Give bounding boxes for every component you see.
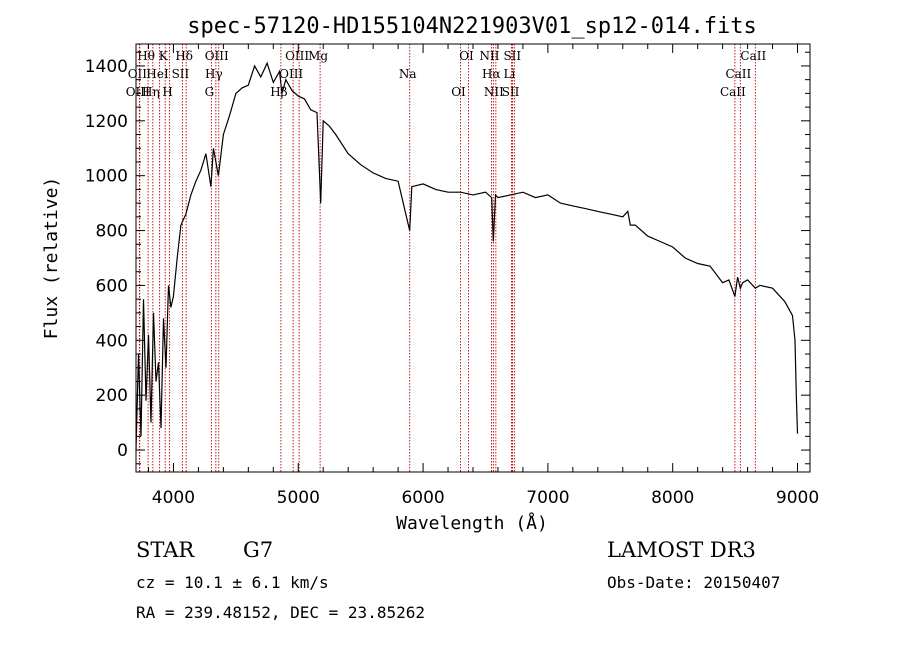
- y-axis-label: Flux (relative): [41, 177, 62, 340]
- line-marker-label: CaII: [720, 85, 746, 99]
- y-tick-label: 800: [96, 222, 128, 242]
- plot-frame: [135, 43, 811, 473]
- flux-series-line: [135, 61, 799, 451]
- line-marker-label: CaII: [725, 67, 751, 81]
- x-tick-label: 8000: [651, 488, 694, 508]
- y-tick-label: 1200: [85, 112, 128, 132]
- chart-title: spec-57120-HD155104N221903V01_sp12-014.f…: [187, 14, 757, 39]
- line-marker-label: HeI: [146, 67, 169, 81]
- x-tick-label: 4000: [152, 488, 195, 508]
- coordinates-readout: RA = 239.48152, DEC = 23.85262: [136, 603, 425, 622]
- line-marker-label: OII: [128, 67, 148, 81]
- y-tick-label: 400: [96, 331, 128, 351]
- line-marker-label: Hβ: [270, 85, 287, 99]
- x-tick-label: 6000: [401, 488, 444, 508]
- redshift-readout: cz = 10.1 ± 6.1 km/s: [136, 573, 329, 592]
- line-marker-label: OIII: [285, 49, 309, 63]
- y-tick-label: 0: [117, 441, 128, 461]
- line-marker-label: K: [159, 49, 169, 63]
- line-marker-label: OI: [459, 49, 474, 63]
- observation-date: Obs-Date: 20150407: [607, 573, 781, 592]
- y-tick-label: 600: [96, 276, 128, 296]
- line-markers: HθOIIOIIIKHeIHηHδSIIHOIIIHγGOIIIOIIIHβMg…: [126, 44, 766, 472]
- x-axis-label: Wavelength (Å): [396, 512, 548, 534]
- line-marker-label: Mg: [308, 49, 328, 63]
- y-tick-label: 200: [96, 386, 128, 406]
- object-class: STAR: [136, 538, 195, 562]
- line-marker-label: H: [162, 85, 172, 99]
- x-tick-label: 9000: [776, 488, 819, 508]
- line-marker-label: Hη: [142, 85, 160, 99]
- object-subclass: G7: [243, 538, 274, 562]
- axis-ticks: [136, 44, 810, 472]
- line-marker-label: OIII: [126, 85, 150, 99]
- line-marker-label: Hδ: [175, 49, 193, 63]
- line-marker-label: CaII: [740, 49, 766, 63]
- line-marker-label: SII: [503, 49, 521, 63]
- y-tick-label: 1000: [85, 167, 128, 187]
- line-marker-label: Hγ: [205, 67, 223, 81]
- line-marker-label: G: [205, 85, 215, 99]
- line-marker-label: OIII: [279, 67, 303, 81]
- line-marker-label: Li: [504, 67, 516, 81]
- x-tick-label: 7000: [526, 488, 569, 508]
- line-marker-label: NII: [484, 85, 504, 99]
- axis-tick-labels: 4000 5000 6000 7000 8000 9000 0 200 400 600 800 100…: [85, 57, 819, 508]
- line-marker-label: NII: [479, 49, 499, 63]
- y-tick-label: 1400: [85, 57, 128, 77]
- line-marker-label: OIII: [205, 49, 229, 63]
- line-marker-label: Hθ: [137, 49, 155, 63]
- x-tick-label: 5000: [277, 488, 320, 508]
- line-marker-label: OI: [451, 85, 466, 99]
- survey-name: LAMOST DR3: [607, 538, 756, 562]
- line-marker-label: SII: [172, 67, 190, 81]
- line-marker-label: Na: [399, 67, 417, 81]
- line-marker-label: SII: [502, 85, 520, 99]
